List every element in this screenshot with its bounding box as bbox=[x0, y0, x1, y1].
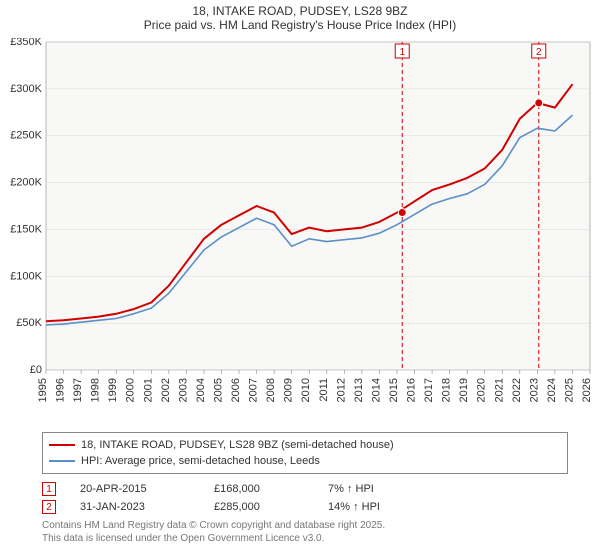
svg-text:2018: 2018 bbox=[441, 378, 453, 402]
svg-text:2004: 2004 bbox=[195, 378, 207, 402]
svg-text:2025: 2025 bbox=[563, 378, 575, 402]
footer-line: Contains HM Land Registry data © Crown c… bbox=[42, 520, 568, 533]
svg-text:2002: 2002 bbox=[160, 378, 172, 402]
footer: Contains HM Land Registry data © Crown c… bbox=[42, 520, 568, 545]
price-chart: £0 £50K £100K £150K £200K £250K £300K £350K 1995… bbox=[0, 38, 600, 428]
svg-text:2013: 2013 bbox=[353, 378, 365, 402]
marker-price: £168,000 bbox=[214, 483, 304, 495]
legend: 18, INTAKE ROAD, PUDSEY, LS28 9BZ (semi-… bbox=[42, 432, 568, 474]
svg-text:1997: 1997 bbox=[72, 378, 84, 402]
svg-text:1998: 1998 bbox=[90, 378, 102, 402]
marker-pct: 7% ↑ HPI bbox=[328, 483, 438, 495]
svg-text:2024: 2024 bbox=[546, 378, 558, 402]
chart-svg: £0 £50K £100K £150K £200K £250K £300K £350K 1995… bbox=[0, 38, 600, 428]
marker-date: 31-JAN-2023 bbox=[80, 501, 190, 513]
svg-text:£200K: £200K bbox=[10, 177, 42, 189]
marker-price: £285,000 bbox=[214, 501, 304, 513]
svg-text:2009: 2009 bbox=[283, 378, 295, 402]
svg-text:2006: 2006 bbox=[230, 378, 242, 402]
marker-date: 20-APR-2015 bbox=[80, 483, 190, 495]
legend-item: 18, INTAKE ROAD, PUDSEY, LS28 9BZ (semi-… bbox=[49, 437, 561, 453]
svg-text:2007: 2007 bbox=[248, 378, 260, 402]
svg-text:2021: 2021 bbox=[493, 378, 505, 402]
legend-swatch bbox=[49, 460, 75, 462]
svg-text:2026: 2026 bbox=[581, 378, 593, 402]
svg-text:1: 1 bbox=[399, 47, 405, 58]
svg-text:£250K: £250K bbox=[10, 130, 42, 142]
svg-text:2003: 2003 bbox=[177, 378, 189, 402]
svg-text:£50K: £50K bbox=[16, 317, 42, 329]
svg-text:2017: 2017 bbox=[423, 378, 435, 402]
legend-label: HPI: Average price, semi-detached house,… bbox=[81, 455, 320, 467]
svg-text:1996: 1996 bbox=[55, 378, 67, 402]
sale-marker-row: 2 31-JAN-2023 £285,000 14% ↑ HPI bbox=[42, 498, 568, 516]
legend-label: 18, INTAKE ROAD, PUDSEY, LS28 9BZ (semi-… bbox=[81, 439, 394, 451]
svg-text:1995: 1995 bbox=[37, 378, 49, 402]
sale-markers: 1 20-APR-2015 £168,000 7% ↑ HPI 2 31-JAN… bbox=[42, 480, 568, 516]
svg-text:2015: 2015 bbox=[388, 378, 400, 402]
svg-text:2000: 2000 bbox=[125, 378, 137, 402]
svg-text:2: 2 bbox=[536, 47, 542, 58]
legend-item: HPI: Average price, semi-detached house,… bbox=[49, 453, 561, 469]
svg-text:2010: 2010 bbox=[300, 378, 312, 402]
svg-text:2014: 2014 bbox=[370, 378, 382, 402]
svg-text:£300K: £300K bbox=[10, 83, 42, 95]
svg-text:2005: 2005 bbox=[212, 378, 224, 402]
svg-text:2011: 2011 bbox=[318, 378, 330, 402]
svg-text:2019: 2019 bbox=[458, 378, 470, 402]
svg-text:2008: 2008 bbox=[265, 378, 277, 402]
marker-badge: 1 bbox=[42, 482, 56, 496]
svg-text:£0: £0 bbox=[30, 364, 42, 376]
svg-text:1999: 1999 bbox=[107, 378, 119, 402]
sale-marker-row: 1 20-APR-2015 £168,000 7% ↑ HPI bbox=[42, 480, 568, 498]
svg-text:£350K: £350K bbox=[10, 38, 42, 48]
page-title: 18, INTAKE ROAD, PUDSEY, LS28 9BZ bbox=[0, 0, 600, 18]
svg-text:2001: 2001 bbox=[142, 378, 154, 402]
svg-text:£100K: £100K bbox=[10, 270, 42, 282]
marker-badge: 2 bbox=[42, 500, 56, 514]
page-subtitle: Price paid vs. HM Land Registry's House … bbox=[0, 18, 600, 38]
legend-swatch bbox=[49, 444, 75, 446]
svg-text:2016: 2016 bbox=[406, 378, 418, 402]
marker-pct: 14% ↑ HPI bbox=[328, 501, 438, 513]
svg-text:2022: 2022 bbox=[511, 378, 523, 402]
svg-text:2020: 2020 bbox=[476, 378, 488, 402]
svg-text:2012: 2012 bbox=[335, 378, 347, 402]
svg-text:2023: 2023 bbox=[528, 378, 540, 402]
footer-line: This data is licensed under the Open Gov… bbox=[42, 533, 568, 546]
svg-text:£150K: £150K bbox=[10, 223, 42, 235]
